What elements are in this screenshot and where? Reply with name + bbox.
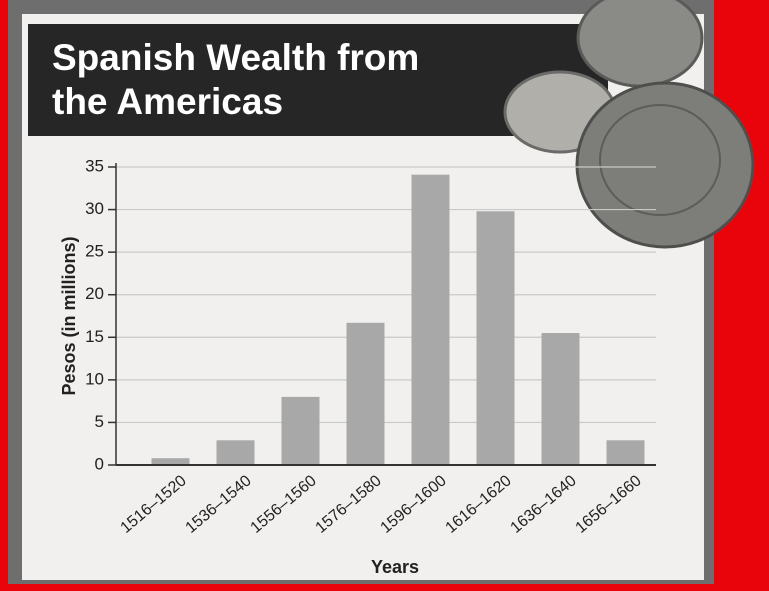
y-tick-label: 30 [85, 199, 104, 218]
y-tick-label: 20 [85, 284, 104, 303]
coins [503, 0, 755, 249]
bar [541, 333, 580, 465]
coin [575, 81, 755, 249]
y-axis-title: Pesos (in millions) [59, 236, 79, 395]
y-tick-label: 25 [85, 242, 104, 261]
bar [346, 322, 385, 465]
bar [151, 458, 190, 465]
y-tick-label: 10 [85, 369, 104, 388]
coin-detail [599, 104, 721, 216]
y-tick-label: 5 [95, 412, 104, 431]
bar [411, 174, 450, 466]
bar [216, 440, 255, 465]
chart-title: Spanish Wealth from the Americas [52, 37, 419, 122]
y-tick-label: 0 [95, 454, 104, 473]
x-axis-title: Years [371, 557, 419, 577]
bar [606, 440, 645, 465]
coin [576, 0, 704, 88]
y-tick-label: 35 [85, 156, 104, 175]
bar [281, 396, 320, 465]
bar [476, 211, 515, 465]
y-tick-label: 15 [85, 327, 104, 346]
